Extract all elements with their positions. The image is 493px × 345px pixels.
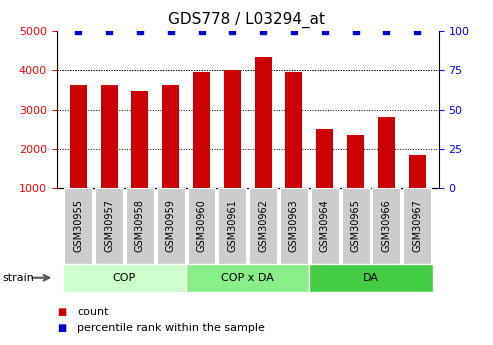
Text: GSM30961: GSM30961 bbox=[227, 200, 237, 252]
Bar bbox=[101, 85, 117, 188]
Text: GDS778 / L03294_at: GDS778 / L03294_at bbox=[168, 12, 325, 28]
Bar bbox=[347, 135, 364, 188]
Bar bbox=[285, 72, 302, 188]
Text: ■: ■ bbox=[57, 324, 66, 333]
Text: GSM30960: GSM30960 bbox=[197, 200, 207, 252]
Text: COP x DA: COP x DA bbox=[221, 273, 274, 283]
Text: GSM30959: GSM30959 bbox=[166, 199, 176, 253]
Bar bbox=[317, 129, 333, 188]
Text: GSM30964: GSM30964 bbox=[320, 200, 330, 252]
Bar bbox=[378, 117, 395, 188]
Text: strain: strain bbox=[2, 273, 35, 283]
Bar bbox=[409, 155, 425, 188]
Text: count: count bbox=[77, 307, 109, 317]
Bar bbox=[193, 72, 210, 188]
Text: GSM30965: GSM30965 bbox=[351, 199, 360, 253]
Text: GSM30967: GSM30967 bbox=[412, 199, 422, 253]
Text: COP: COP bbox=[113, 273, 136, 283]
Text: GSM30955: GSM30955 bbox=[73, 199, 83, 253]
Text: GSM30962: GSM30962 bbox=[258, 199, 268, 253]
Text: GSM30963: GSM30963 bbox=[289, 200, 299, 252]
Text: GSM30957: GSM30957 bbox=[104, 199, 114, 253]
Text: DA: DA bbox=[363, 273, 379, 283]
Text: GSM30958: GSM30958 bbox=[135, 199, 145, 253]
Bar bbox=[162, 85, 179, 188]
Text: ■: ■ bbox=[57, 307, 66, 317]
Bar bbox=[255, 57, 272, 188]
Bar bbox=[224, 70, 241, 188]
Text: percentile rank within the sample: percentile rank within the sample bbox=[77, 324, 265, 333]
Bar bbox=[132, 91, 148, 188]
Bar bbox=[70, 85, 87, 188]
Text: GSM30966: GSM30966 bbox=[382, 200, 391, 252]
